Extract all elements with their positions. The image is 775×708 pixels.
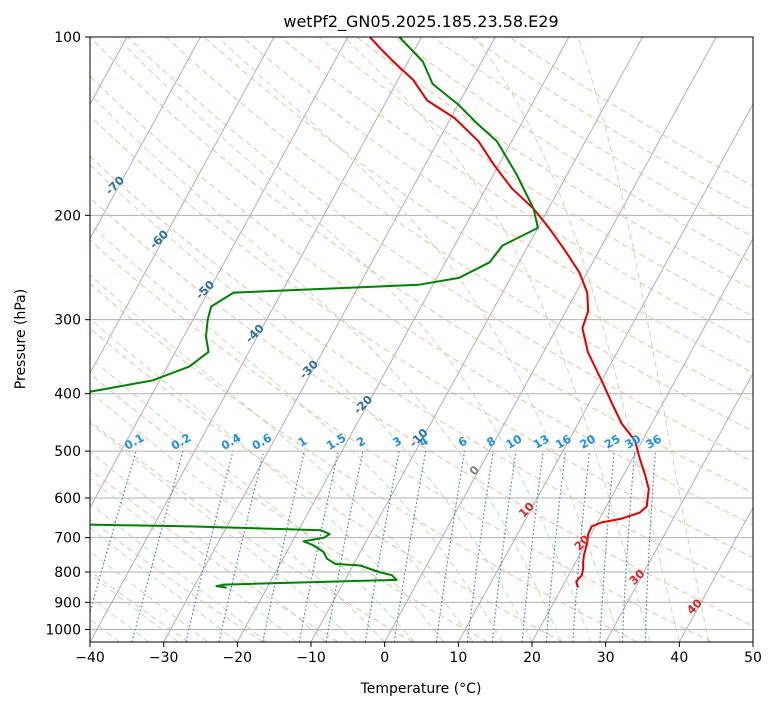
mixing-ratio-label: 36 (643, 432, 664, 452)
dry-adiabat-line (394, 37, 753, 264)
dry-adiabat-line (318, 37, 753, 318)
dry-adiabat-line (90, 115, 753, 559)
x-tick-label: 50 (744, 650, 762, 666)
chart-title: wetPf2_GN05.2025.185.23.58.E29 (283, 12, 558, 32)
profile-series (90, 37, 650, 589)
mixing-ratio-line (185, 450, 234, 642)
y-tick-label: 900 (54, 595, 81, 611)
x-tick-label: 30 (597, 650, 615, 666)
isotherm-line (678, 506, 753, 642)
isotherm-line (605, 372, 753, 642)
moist-adiabats (90, 37, 710, 642)
mixing-ratio-line (262, 450, 305, 642)
x-axis-label: Temperature (°C) (360, 681, 482, 697)
moist-adiabat-line (90, 391, 386, 642)
mixing-ratio-label: 25 (602, 432, 623, 452)
mixing-ratio-line (393, 451, 427, 642)
moist-adiabat-line (90, 93, 562, 642)
mixing-ratio-line (298, 450, 339, 642)
x-tick-label: 40 (670, 650, 688, 666)
dry-adiabat-line (90, 327, 563, 642)
isotherm-line (90, 37, 422, 642)
mixing-ratio-label: 10 (503, 432, 524, 452)
dry-adiabat-line (127, 37, 753, 463)
dry-adiabat-line (470, 37, 753, 212)
y-tick-label: 500 (54, 444, 81, 460)
x-tick-label: 20 (523, 650, 541, 666)
mixing-ratio-label: 13 (531, 432, 552, 452)
axes: −40 −30 −20 −10 0 10 20 30 40 50 100 200 300 400 500 60… (45, 30, 762, 666)
isotherm-line (752, 640, 753, 642)
moist-adiabat-line (90, 450, 327, 642)
moist-adiabat-line (90, 422, 356, 642)
y-tick-label: 400 (54, 387, 81, 403)
x-tick-label: −20 (223, 650, 253, 666)
x-tick-label: −30 (149, 650, 179, 666)
isobar-grid (90, 37, 753, 630)
plot-background (90, 37, 753, 642)
isotherm-line (90, 37, 201, 240)
mixing-ratio-line (364, 450, 400, 642)
isotherm-line (90, 37, 275, 375)
dry-adiabat-line (165, 37, 753, 432)
moist-adiabat-line (217, 37, 621, 642)
mixing-ratio-lines (90, 450, 657, 642)
dry-adiabat-line (90, 282, 638, 642)
x-tick-label: −10 (296, 650, 326, 666)
isotherm-label: -80 (55, 126, 80, 151)
dry-adiabat-line (90, 197, 753, 627)
mixing-ratio-line (325, 450, 364, 642)
y-tick-label: 1000 (45, 622, 81, 638)
x-tick-label: −40 (75, 650, 105, 666)
dewpoint-profile (90, 37, 539, 589)
y-axis-label: Pressure (hPa) (13, 289, 29, 389)
moist-adiabat-line (90, 223, 503, 642)
dry-adiabat-line (432, 37, 753, 238)
mixing-ratio-line (90, 450, 137, 615)
x-tick-label: 0 (380, 650, 389, 666)
dry-adiabat-line (90, 155, 753, 593)
dry-adiabat-line (509, 37, 753, 187)
dry-adiabats (90, 37, 753, 642)
isotherm-line (90, 37, 349, 509)
mixing-ratio-line (491, 451, 517, 642)
mixing-ratio-line (435, 451, 466, 642)
mixing-ratio-line (466, 451, 494, 642)
dry-adiabat-line (280, 37, 753, 345)
moist-adiabat-line (116, 37, 592, 642)
isotherm-line (384, 37, 717, 642)
moist-adiabat-line (475, 37, 680, 642)
mixing-ratio-line (521, 451, 544, 642)
moist-adiabat-line (90, 274, 474, 642)
dry-adiabat-line (356, 37, 753, 290)
dry-adiabat-line (90, 75, 753, 526)
y-tick-label: 300 (54, 313, 81, 329)
y-tick-label: 600 (54, 491, 81, 507)
moist-adiabat-line (90, 318, 444, 642)
mixing-ratio-line (218, 450, 265, 642)
mixing-ratio-label: 30 (622, 432, 643, 452)
temperature-profile (369, 37, 650, 588)
x-tick-label: 10 (449, 650, 467, 666)
isotherm-label: -90 (4, 83, 29, 108)
dry-adiabat-line (90, 468, 339, 642)
y-tick-label: 100 (54, 30, 81, 46)
y-tick-label: 700 (54, 531, 81, 547)
plot-frame (89, 36, 754, 643)
dry-adiabat-line (90, 37, 753, 494)
y-tick-label: 200 (54, 208, 81, 224)
mixing-ratio-label: 16 (553, 432, 574, 452)
moist-adiabat-line (577, 37, 710, 642)
moist-adiabat-line (343, 37, 651, 642)
y-tick-label: 800 (54, 565, 81, 581)
moist-adiabat-line (90, 164, 533, 642)
isotherm-line (236, 37, 570, 642)
mixing-ratio-line (131, 450, 184, 642)
mixing-ratio-label: 20 (577, 432, 598, 452)
